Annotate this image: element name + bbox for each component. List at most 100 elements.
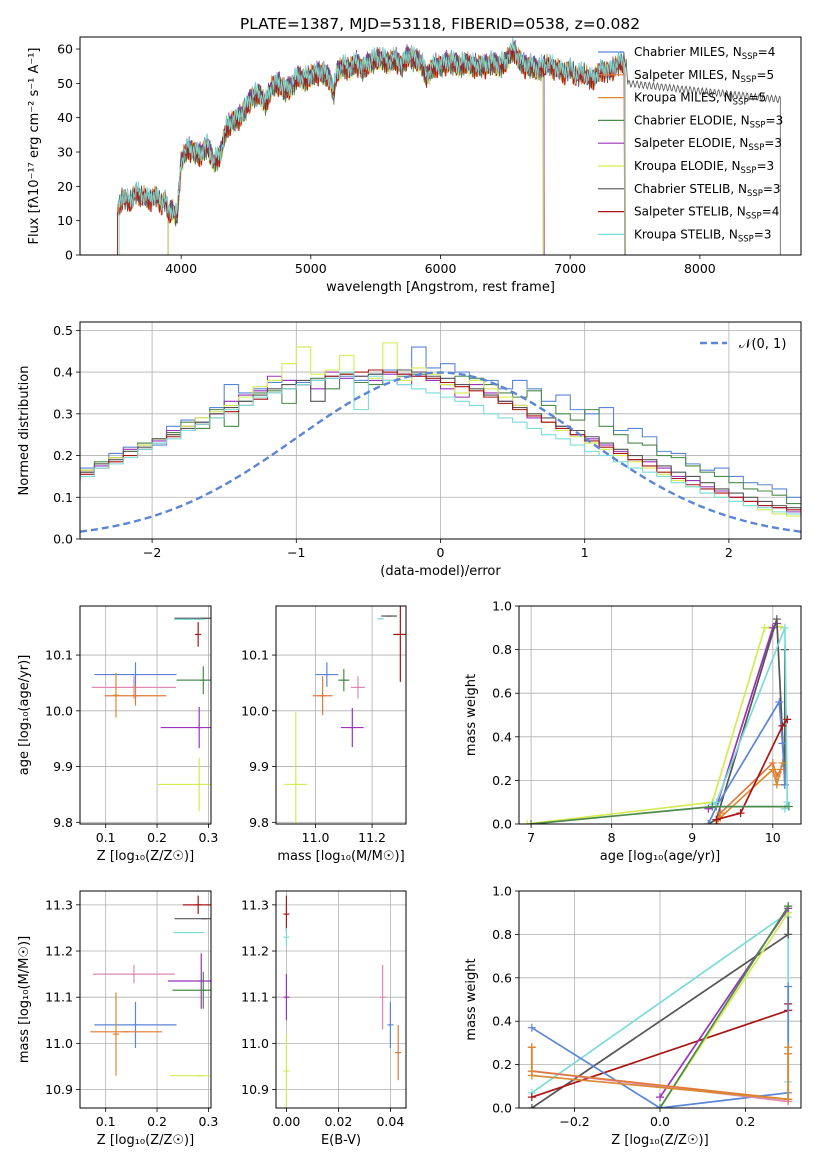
x-tick-label: 9: [688, 830, 696, 845]
panel-mass_vs_ebv: 0.00 0.02 0.04 10.9 11.0 11.1 11.2 11.3 E(B-V): [241, 890, 407, 1148]
y-tick-label: 11.2: [241, 944, 269, 959]
y-tick-label: 0.4: [53, 365, 73, 380]
y-axis-label: mass weight: [464, 958, 479, 1040]
data-point-marker: [527, 1071, 536, 1080]
data-point-marker: [768, 765, 777, 774]
plot-area: [519, 606, 801, 824]
data-point-marker: [704, 804, 713, 813]
x-tick-label: 7: [527, 830, 535, 845]
y-tick-label: 10.1: [241, 648, 269, 663]
data-point-marker: [760, 623, 769, 632]
x-axis-label: (data-model)/error: [380, 564, 501, 579]
panel-age_vs_Z: 0.1 0.2 0.3 9.8 9.9 10.0 10.1 Z [log₁₀(Z/Z☉)] ag…: [17, 605, 218, 864]
weight-series-line: [530, 1047, 790, 1101]
legend-entry: Salpeter ELODIE, NSSP=3: [634, 136, 782, 153]
data-point-marker: [527, 1043, 536, 1052]
x-tick-label: 0.1: [96, 1114, 116, 1129]
data-point-marker: [708, 802, 717, 811]
x-axis-label: Z [log₁₀(Z/Z☉)]: [611, 1133, 708, 1148]
x-tick-label: 11.0: [302, 830, 330, 845]
data-point-marker: [784, 1043, 793, 1052]
legend-entry: Kroupa STELIB, NSSP=3: [634, 227, 772, 244]
x-axis-label: age [log₁₀(age/yr)]: [600, 849, 721, 864]
histogram-series: [80, 369, 801, 513]
weight-series-line: [659, 905, 789, 1108]
y-axis-label: age [log₁₀(age/yr)]: [17, 655, 32, 776]
y-tick-label: 11.0: [45, 1036, 73, 1051]
axes-frame: [275, 605, 407, 825]
x-tick-label: −2: [143, 545, 161, 560]
x-tick-label: 2: [725, 545, 733, 560]
axes-frame: [275, 890, 407, 1109]
x-tick-label: 0.02: [324, 1114, 352, 1129]
panel-residuals: −2 −1 0 1 2 0.0 0.1 0.2 0.3 0.4 0.5 (data-model)/er…: [17, 321, 802, 579]
x-tick-label: 0.00: [272, 1114, 300, 1129]
x-tick-label: 0.2: [147, 1114, 167, 1129]
y-tick-label: 0.2: [492, 773, 512, 788]
weight-series-line: [715, 761, 782, 824]
legend-entry: Salpeter MILES, NSSP=5: [634, 68, 774, 85]
data-point-marker: [704, 820, 713, 824]
histogram-series: [80, 371, 801, 517]
plot-area: [276, 891, 406, 1108]
y-tick-label: 0.2: [53, 448, 73, 463]
axes-frame: [518, 605, 802, 825]
data-point-marker: [775, 697, 784, 706]
histogram-series: [80, 346, 801, 502]
legend-entry: Salpeter STELIB, NSSP=4: [634, 205, 779, 222]
y-tick-label: 0.4: [492, 1014, 512, 1029]
x-axis-label: Z [log₁₀(Z/Z☉)]: [97, 849, 194, 864]
legend-entry: Chabrier STELIB, NSSP=3: [634, 182, 781, 199]
plot-area: [80, 891, 211, 1108]
y-tick-label: 0: [65, 248, 73, 263]
y-tick-label: 9.9: [249, 759, 269, 774]
y-tick-label: 11.3: [45, 897, 73, 912]
x-axis-label: E(B-V): [321, 1133, 361, 1148]
data-point-marker: [784, 930, 793, 939]
figure-title: PLATE=1387, MJD=53118, FIBERID=0538, z=0…: [240, 15, 640, 33]
data-point-marker: [784, 982, 793, 991]
panel-spectrum: 4000 5000 6000 7000 8000 0 10 20 30 40 50 60 wavelen…: [27, 36, 802, 295]
legend-entry: Kroupa ELODIE, NSSP=3: [634, 159, 774, 176]
y-tick-label: 10.9: [241, 1082, 269, 1097]
data-point-marker: [712, 815, 721, 824]
y-tick-label: 11.3: [241, 897, 269, 912]
x-tick-label: 8: [608, 830, 616, 845]
x-tick-label: 11.2: [358, 830, 386, 845]
histogram-series: [80, 369, 801, 511]
y-tick-label: 0.6: [492, 970, 512, 985]
x-tick-label: −1: [287, 545, 305, 560]
plot-area: [80, 606, 211, 824]
x-tick-label: 7000: [554, 261, 586, 276]
panel-age_vs_mass: 11.0 11.2 9.8 9.9 10.0 10.1 mass [log₁₀(M/M☉)]: [241, 605, 407, 864]
axes-frame: [79, 36, 802, 256]
x-tick-label: 10: [765, 830, 781, 845]
y-tick-label: 20: [57, 179, 73, 194]
data-point-marker: [784, 902, 793, 911]
data-point-marker: [712, 798, 721, 807]
x-tick-label: 1: [581, 545, 589, 560]
data-point-marker: [527, 1023, 536, 1032]
x-tick-label: 6000: [425, 261, 457, 276]
data-point-marker: [527, 1093, 536, 1102]
y-tick-label: 11.2: [45, 944, 73, 959]
data-point-marker: [783, 798, 792, 807]
x-tick-label: 0: [437, 545, 445, 560]
y-tick-label: 11.0: [241, 1036, 269, 1051]
plot-area: [276, 606, 406, 824]
y-tick-label: 10.1: [45, 648, 73, 663]
x-tick-label: −0.2: [559, 1114, 589, 1129]
panel-weight_vs_age: 7 8 9 10 0.0 0.2 0.4 0.6 0.8 1.0 age [log₁₀(age/yr…: [464, 599, 802, 864]
x-tick-label: 4000: [165, 261, 197, 276]
x-tick-label: 0.1: [96, 830, 116, 845]
y-tick-label: 50: [57, 76, 73, 91]
plot-area: [519, 891, 801, 1108]
y-tick-label: 30: [57, 145, 73, 160]
x-tick-label: 0.2: [736, 1114, 756, 1129]
data-point-marker: [778, 758, 787, 767]
y-tick-label: 10.0: [241, 703, 269, 718]
spectrum-series-line: [167, 45, 545, 255]
x-tick-label: 0.3: [198, 1114, 218, 1129]
weight-series-line: [716, 718, 788, 821]
y-tick-label: 0.1: [53, 490, 73, 505]
